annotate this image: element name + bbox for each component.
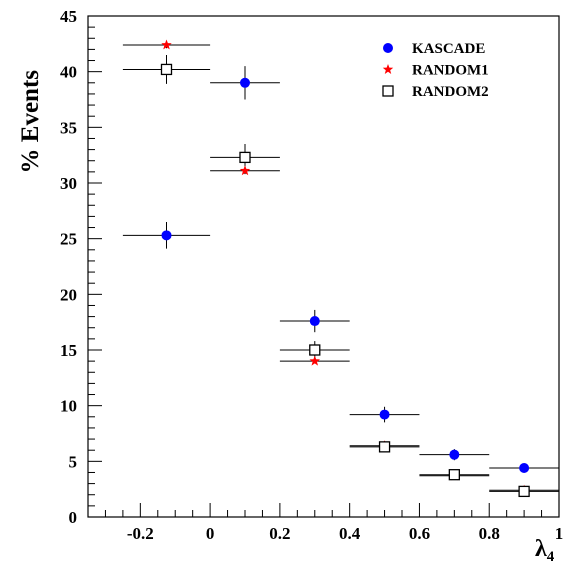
legend-kascade-marker <box>383 43 393 53</box>
y-tick-label: 15 <box>60 341 77 360</box>
y-tick-label: 5 <box>69 452 78 471</box>
random1-marker <box>239 165 251 176</box>
x-axis-title: λ4 <box>535 536 555 565</box>
plot-frame <box>87 15 560 518</box>
x-tick-label: 1 <box>555 524 564 543</box>
y-tick-label: 45 <box>60 7 77 26</box>
y-tick-label: 0 <box>69 508 78 527</box>
kascade-marker <box>309 316 320 327</box>
kascade-marker <box>379 409 390 420</box>
y-axis-title: % Events <box>17 70 44 174</box>
random2-marker <box>239 151 251 164</box>
y-tick-label: 10 <box>60 397 77 416</box>
random2-marker <box>518 485 530 498</box>
kascade-marker <box>240 77 250 88</box>
random2-marker <box>160 63 173 76</box>
x-tick-label: 0 <box>206 524 215 543</box>
y-tick-label: 35 <box>60 118 77 137</box>
x-tick-label: 0.8 <box>479 524 500 543</box>
kascade-marker <box>519 463 530 474</box>
kascade-marker <box>161 230 172 241</box>
x-tick-label: 0.2 <box>269 524 290 543</box>
data-markers <box>160 39 530 498</box>
error-bars <box>122 41 559 495</box>
kascade-marker <box>449 449 460 460</box>
legend: KASCADE RANDOM1 RANDOM2 <box>382 41 489 100</box>
legend-kascade-label: KASCADE <box>412 41 485 57</box>
y-tick-label: 20 <box>60 285 77 304</box>
legend-random2-label: RANDOM2 <box>412 84 489 100</box>
random2-marker <box>378 441 391 453</box>
random2-marker <box>448 469 460 481</box>
random2-marker <box>309 344 321 356</box>
y-tick-label: 40 <box>60 63 77 82</box>
legend-random1-label: RANDOM1 <box>412 63 489 79</box>
legend-random2-marker <box>382 85 394 97</box>
x-tick-label: 0.4 <box>339 524 361 543</box>
x-tick-label: 0.6 <box>409 524 430 543</box>
random1-marker <box>309 355 321 366</box>
x-tick-label: -0.2 <box>127 524 154 543</box>
random1-marker <box>161 39 172 50</box>
y-tick-label: 25 <box>60 230 77 249</box>
legend-random1-marker <box>382 64 394 74</box>
y-tick-label: 30 <box>60 174 77 193</box>
